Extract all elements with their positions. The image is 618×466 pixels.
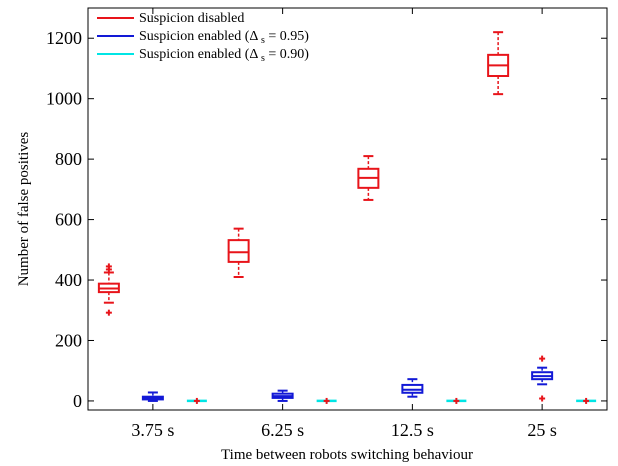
legend-label: Suspicion enabled (Δ s = 0.90): [139, 47, 309, 64]
box-1-2: [401, 378, 424, 398]
y-tick-label: 1000: [46, 89, 82, 109]
x-tick-label: 6.25 s: [261, 420, 304, 440]
y-axis-label: Number of false positives: [16, 132, 32, 287]
box-1-3: [531, 355, 554, 402]
legend-label: Suspicion disabled: [139, 11, 244, 26]
y-tick-label: 800: [55, 149, 82, 169]
box-2-1: [316, 397, 337, 404]
y-tick-label: 200: [55, 330, 82, 350]
box-1-0: [141, 391, 164, 402]
box-series: [97, 31, 597, 404]
y-tick-label: 600: [55, 210, 82, 230]
legend: Suspicion disabled Suspicion enabled (Δ s…: [97, 11, 309, 64]
x-axis-label: Time between robots switching behaviour: [221, 447, 473, 463]
box-iqr: [227, 239, 250, 263]
box-0-2: [357, 155, 380, 201]
legend-label: Suspicion enabled (Δ s = 0.95): [139, 29, 309, 46]
x-tick-label: 3.75 s: [131, 420, 174, 440]
y-tick-label: 0: [73, 391, 82, 411]
box-2-3: [576, 397, 597, 404]
y-axis-ticks: 0 200 400 600 800 1000 1200: [46, 28, 607, 411]
box-1-1: [271, 389, 294, 402]
x-tick-label: 25 s: [527, 420, 557, 440]
box-2-0: [186, 397, 207, 404]
y-tick-label: 1200: [46, 28, 82, 48]
box-0-1: [227, 227, 250, 279]
y-tick-label: 400: [55, 270, 82, 290]
box-0-0: [97, 263, 120, 316]
box-2-2: [446, 397, 467, 404]
x-tick-label: 12.5 s: [391, 420, 434, 440]
box-0-3: [487, 31, 510, 96]
x-axis-ticks: 3.75 s 6.25 s 12.5 s 25 s: [131, 8, 557, 440]
plot-frame: [87, 7, 608, 411]
